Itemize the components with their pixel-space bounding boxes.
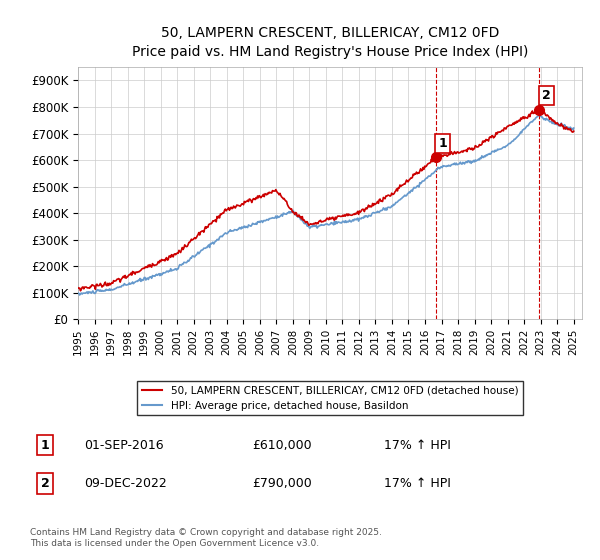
Legend: 50, LAMPERN CRESCENT, BILLERICAY, CM12 0FD (detached house), HPI: Average price,: 50, LAMPERN CRESCENT, BILLERICAY, CM12 0… [137,381,523,415]
Text: 2: 2 [41,477,49,490]
Text: 01-SEP-2016: 01-SEP-2016 [84,438,164,452]
Text: 2: 2 [542,89,551,102]
Text: Contains HM Land Registry data © Crown copyright and database right 2025.
This d: Contains HM Land Registry data © Crown c… [30,528,382,548]
Title: 50, LAMPERN CRESCENT, BILLERICAY, CM12 0FD
Price paid vs. HM Land Registry's Hou: 50, LAMPERN CRESCENT, BILLERICAY, CM12 0… [132,26,528,59]
Text: 17% ↑ HPI: 17% ↑ HPI [384,477,451,490]
Text: £610,000: £610,000 [252,438,311,452]
Text: £790,000: £790,000 [252,477,312,490]
Text: 17% ↑ HPI: 17% ↑ HPI [384,438,451,452]
Text: 1: 1 [41,438,49,452]
Text: 09-DEC-2022: 09-DEC-2022 [84,477,167,490]
Text: 1: 1 [439,137,448,150]
